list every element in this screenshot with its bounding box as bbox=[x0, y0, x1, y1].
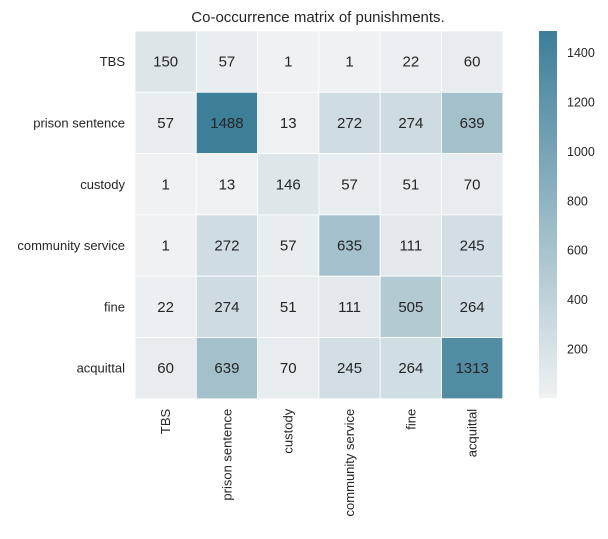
heatmap-cell bbox=[441, 153, 504, 216]
cell-value-label: 60 bbox=[464, 54, 481, 71]
cell-value-label: 639 bbox=[460, 115, 485, 132]
colorbar-tick-label: 400 bbox=[567, 293, 588, 307]
colorbar: 200 400 600 800 1000 1200 1400 bbox=[539, 31, 595, 398]
cell-value-label: 1 bbox=[161, 238, 169, 255]
heatmap-cell bbox=[441, 30, 504, 93]
cell-value-label: 272 bbox=[337, 115, 362, 132]
cell-value-label: 505 bbox=[398, 299, 423, 316]
colorbar-tick-label: 200 bbox=[567, 342, 588, 356]
heatmap-cell bbox=[379, 214, 442, 277]
row-label: prison sentence bbox=[33, 115, 125, 130]
cell-value-label: 146 bbox=[276, 176, 301, 193]
cell-value-label: 1313 bbox=[455, 360, 488, 377]
cell-value-label: 111 bbox=[399, 238, 422, 255]
cell-value-label: 57 bbox=[280, 238, 297, 255]
cell-value-label: 70 bbox=[280, 360, 297, 377]
cell-value-label: 1 bbox=[345, 54, 353, 71]
heatmap-cell bbox=[318, 30, 381, 93]
row-label: TBS bbox=[100, 54, 126, 69]
row-label: acquittal bbox=[77, 361, 126, 376]
colorbar-tick-label: 800 bbox=[567, 194, 588, 208]
colorbar-tick-label: 1400 bbox=[567, 46, 595, 60]
cell-value-label: 272 bbox=[214, 238, 239, 255]
heatmap-cell bbox=[318, 153, 381, 216]
heatmap-cell bbox=[195, 30, 259, 93]
cell-value-label: 150 bbox=[153, 54, 178, 71]
column-label: custody bbox=[281, 408, 296, 453]
heatmap-cell bbox=[318, 275, 381, 338]
column-label: fine bbox=[403, 409, 418, 430]
heatmap-cell bbox=[441, 275, 504, 338]
heatmap-cell bbox=[379, 30, 442, 93]
cell-value-label: 57 bbox=[157, 115, 174, 132]
heatmap-cell bbox=[257, 30, 320, 93]
cell-value-label: 57 bbox=[341, 176, 358, 193]
cell-value-label: 51 bbox=[280, 299, 297, 316]
heatmap-cell bbox=[195, 153, 259, 216]
heatmap-cell bbox=[134, 30, 197, 93]
colorbar-gradient bbox=[539, 31, 557, 398]
cell-value-label: 1488 bbox=[210, 115, 243, 132]
colorbar-tick-label: 1200 bbox=[567, 96, 595, 110]
cell-value-label: 245 bbox=[460, 238, 485, 255]
heatmap-cell bbox=[195, 91, 259, 155]
cell-value-label: 264 bbox=[398, 360, 423, 377]
cell-value-label: 264 bbox=[460, 299, 485, 316]
heatmap-cell bbox=[318, 214, 381, 277]
column-label: TBS bbox=[158, 408, 173, 434]
column-label: community service bbox=[342, 409, 357, 517]
heatmap-cell bbox=[195, 214, 259, 277]
row-label: community service bbox=[17, 238, 125, 253]
cell-value-label: 60 bbox=[157, 360, 174, 377]
cell-value-label: 1 bbox=[284, 54, 292, 71]
heatmap-cell bbox=[134, 337, 197, 400]
cell-value-label: 51 bbox=[403, 176, 420, 193]
cell-value-label: 70 bbox=[464, 176, 481, 193]
heatmap-cells: 150 57 1 1 22 60 57 1488 13 272 274 639 1 13 146 57 51 70… bbox=[134, 30, 504, 400]
cell-value-label: 13 bbox=[219, 176, 236, 193]
heatmap-cell bbox=[134, 214, 197, 277]
heatmap-cell bbox=[257, 275, 320, 338]
cell-value-label: 13 bbox=[280, 115, 297, 132]
chart-title: Co-occurrence matrix of punishments. bbox=[191, 9, 444, 26]
cell-value-label: 274 bbox=[398, 115, 423, 132]
column-label: acquittal bbox=[465, 409, 480, 458]
heatmap-cell bbox=[134, 275, 197, 338]
column-label: prison sentence bbox=[219, 409, 234, 501]
heatmap-cell bbox=[379, 275, 442, 338]
cell-value-label: 111 bbox=[338, 299, 361, 316]
heatmap-cell bbox=[134, 153, 197, 216]
column-labels: TBS prison sentence custody community servi… bbox=[158, 408, 480, 516]
cell-value-label: 57 bbox=[219, 54, 236, 71]
heatmap-cell bbox=[318, 91, 381, 155]
cell-value-label: 1 bbox=[161, 176, 169, 193]
row-labels: TBS prison sentence custody community servi… bbox=[17, 54, 126, 376]
heatmap-cell bbox=[441, 91, 504, 155]
heatmap-cell bbox=[318, 337, 381, 400]
colorbar-tick-label: 1000 bbox=[567, 145, 595, 159]
heatmap-cell bbox=[441, 337, 504, 400]
cell-value-label: 245 bbox=[337, 360, 362, 377]
heatmap-cell bbox=[441, 214, 504, 277]
heatmap-cell bbox=[257, 214, 320, 277]
cell-value-label: 274 bbox=[214, 299, 239, 316]
heatmap-cell bbox=[379, 153, 442, 216]
row-label: custody bbox=[80, 177, 125, 192]
cell-value-label: 635 bbox=[337, 238, 362, 255]
row-label: fine bbox=[104, 299, 125, 314]
heatmap-cell bbox=[379, 337, 442, 400]
cell-value-label: 22 bbox=[157, 299, 174, 316]
cell-value-label: 22 bbox=[403, 54, 420, 71]
colorbar-tick-label: 600 bbox=[567, 244, 588, 258]
cell-value-label: 639 bbox=[214, 360, 239, 377]
